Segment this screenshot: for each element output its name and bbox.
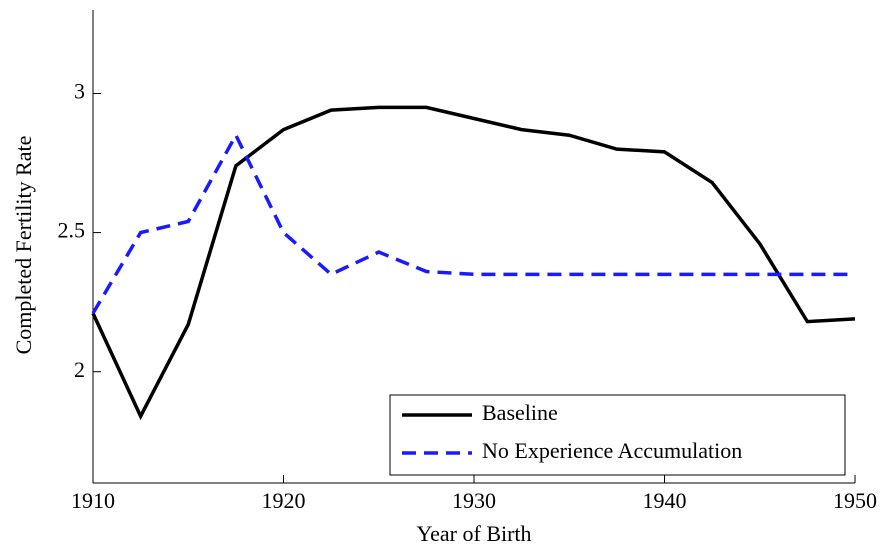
x-tick-label: 1910 xyxy=(71,488,115,513)
legend-box xyxy=(389,394,846,476)
legend-label: Baseline xyxy=(482,400,558,425)
legend-label: No Experience Accumulation xyxy=(482,438,742,463)
y-tick-label: 2 xyxy=(74,357,85,382)
x-axis-label: Year of Birth xyxy=(416,521,531,546)
y-tick-label: 2.5 xyxy=(58,218,86,243)
series-line xyxy=(91,105,856,421)
x-tick-label: 1920 xyxy=(262,488,306,513)
series-line xyxy=(91,131,855,315)
x-tick-label: 1930 xyxy=(452,488,496,513)
y-tick-label: 3 xyxy=(74,79,85,104)
x-tick-label: 1950 xyxy=(833,488,877,513)
x-tick-label: 1940 xyxy=(643,488,687,513)
y-axis-label: Completed Fertility Rate xyxy=(11,136,36,355)
